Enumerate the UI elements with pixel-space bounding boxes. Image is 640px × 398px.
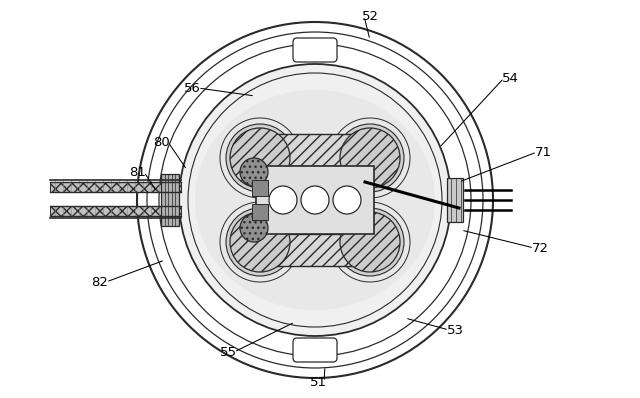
Circle shape (336, 208, 404, 276)
Ellipse shape (195, 90, 435, 310)
Text: 81: 81 (129, 166, 147, 178)
Text: 56: 56 (184, 82, 200, 94)
FancyBboxPatch shape (293, 38, 337, 62)
Circle shape (240, 158, 268, 186)
Bar (256, 166, 374, 234)
Circle shape (269, 186, 297, 214)
Circle shape (226, 208, 294, 276)
Circle shape (301, 186, 329, 214)
Bar (252, 180, 268, 196)
Circle shape (336, 124, 404, 192)
Bar (50, 182, 181, 192)
Circle shape (137, 22, 493, 378)
Bar (256, 234, 374, 266)
Text: 51: 51 (310, 375, 326, 388)
Text: 52: 52 (362, 10, 378, 23)
Circle shape (230, 212, 290, 272)
Bar (447, 178, 463, 222)
Circle shape (230, 128, 290, 188)
Circle shape (240, 214, 268, 242)
Text: 80: 80 (154, 135, 170, 148)
Circle shape (226, 124, 294, 192)
Circle shape (340, 128, 400, 188)
Bar (252, 204, 268, 220)
Bar (161, 174, 179, 226)
Circle shape (179, 64, 451, 336)
Text: 82: 82 (92, 275, 108, 289)
Text: 71: 71 (534, 146, 552, 158)
Text: 72: 72 (531, 242, 548, 254)
Text: 53: 53 (447, 324, 463, 336)
Text: 54: 54 (502, 72, 518, 84)
Bar (50, 206, 181, 216)
Bar (256, 134, 374, 166)
FancyBboxPatch shape (293, 338, 337, 362)
Circle shape (340, 212, 400, 272)
Circle shape (333, 186, 361, 214)
Text: 55: 55 (220, 345, 237, 359)
